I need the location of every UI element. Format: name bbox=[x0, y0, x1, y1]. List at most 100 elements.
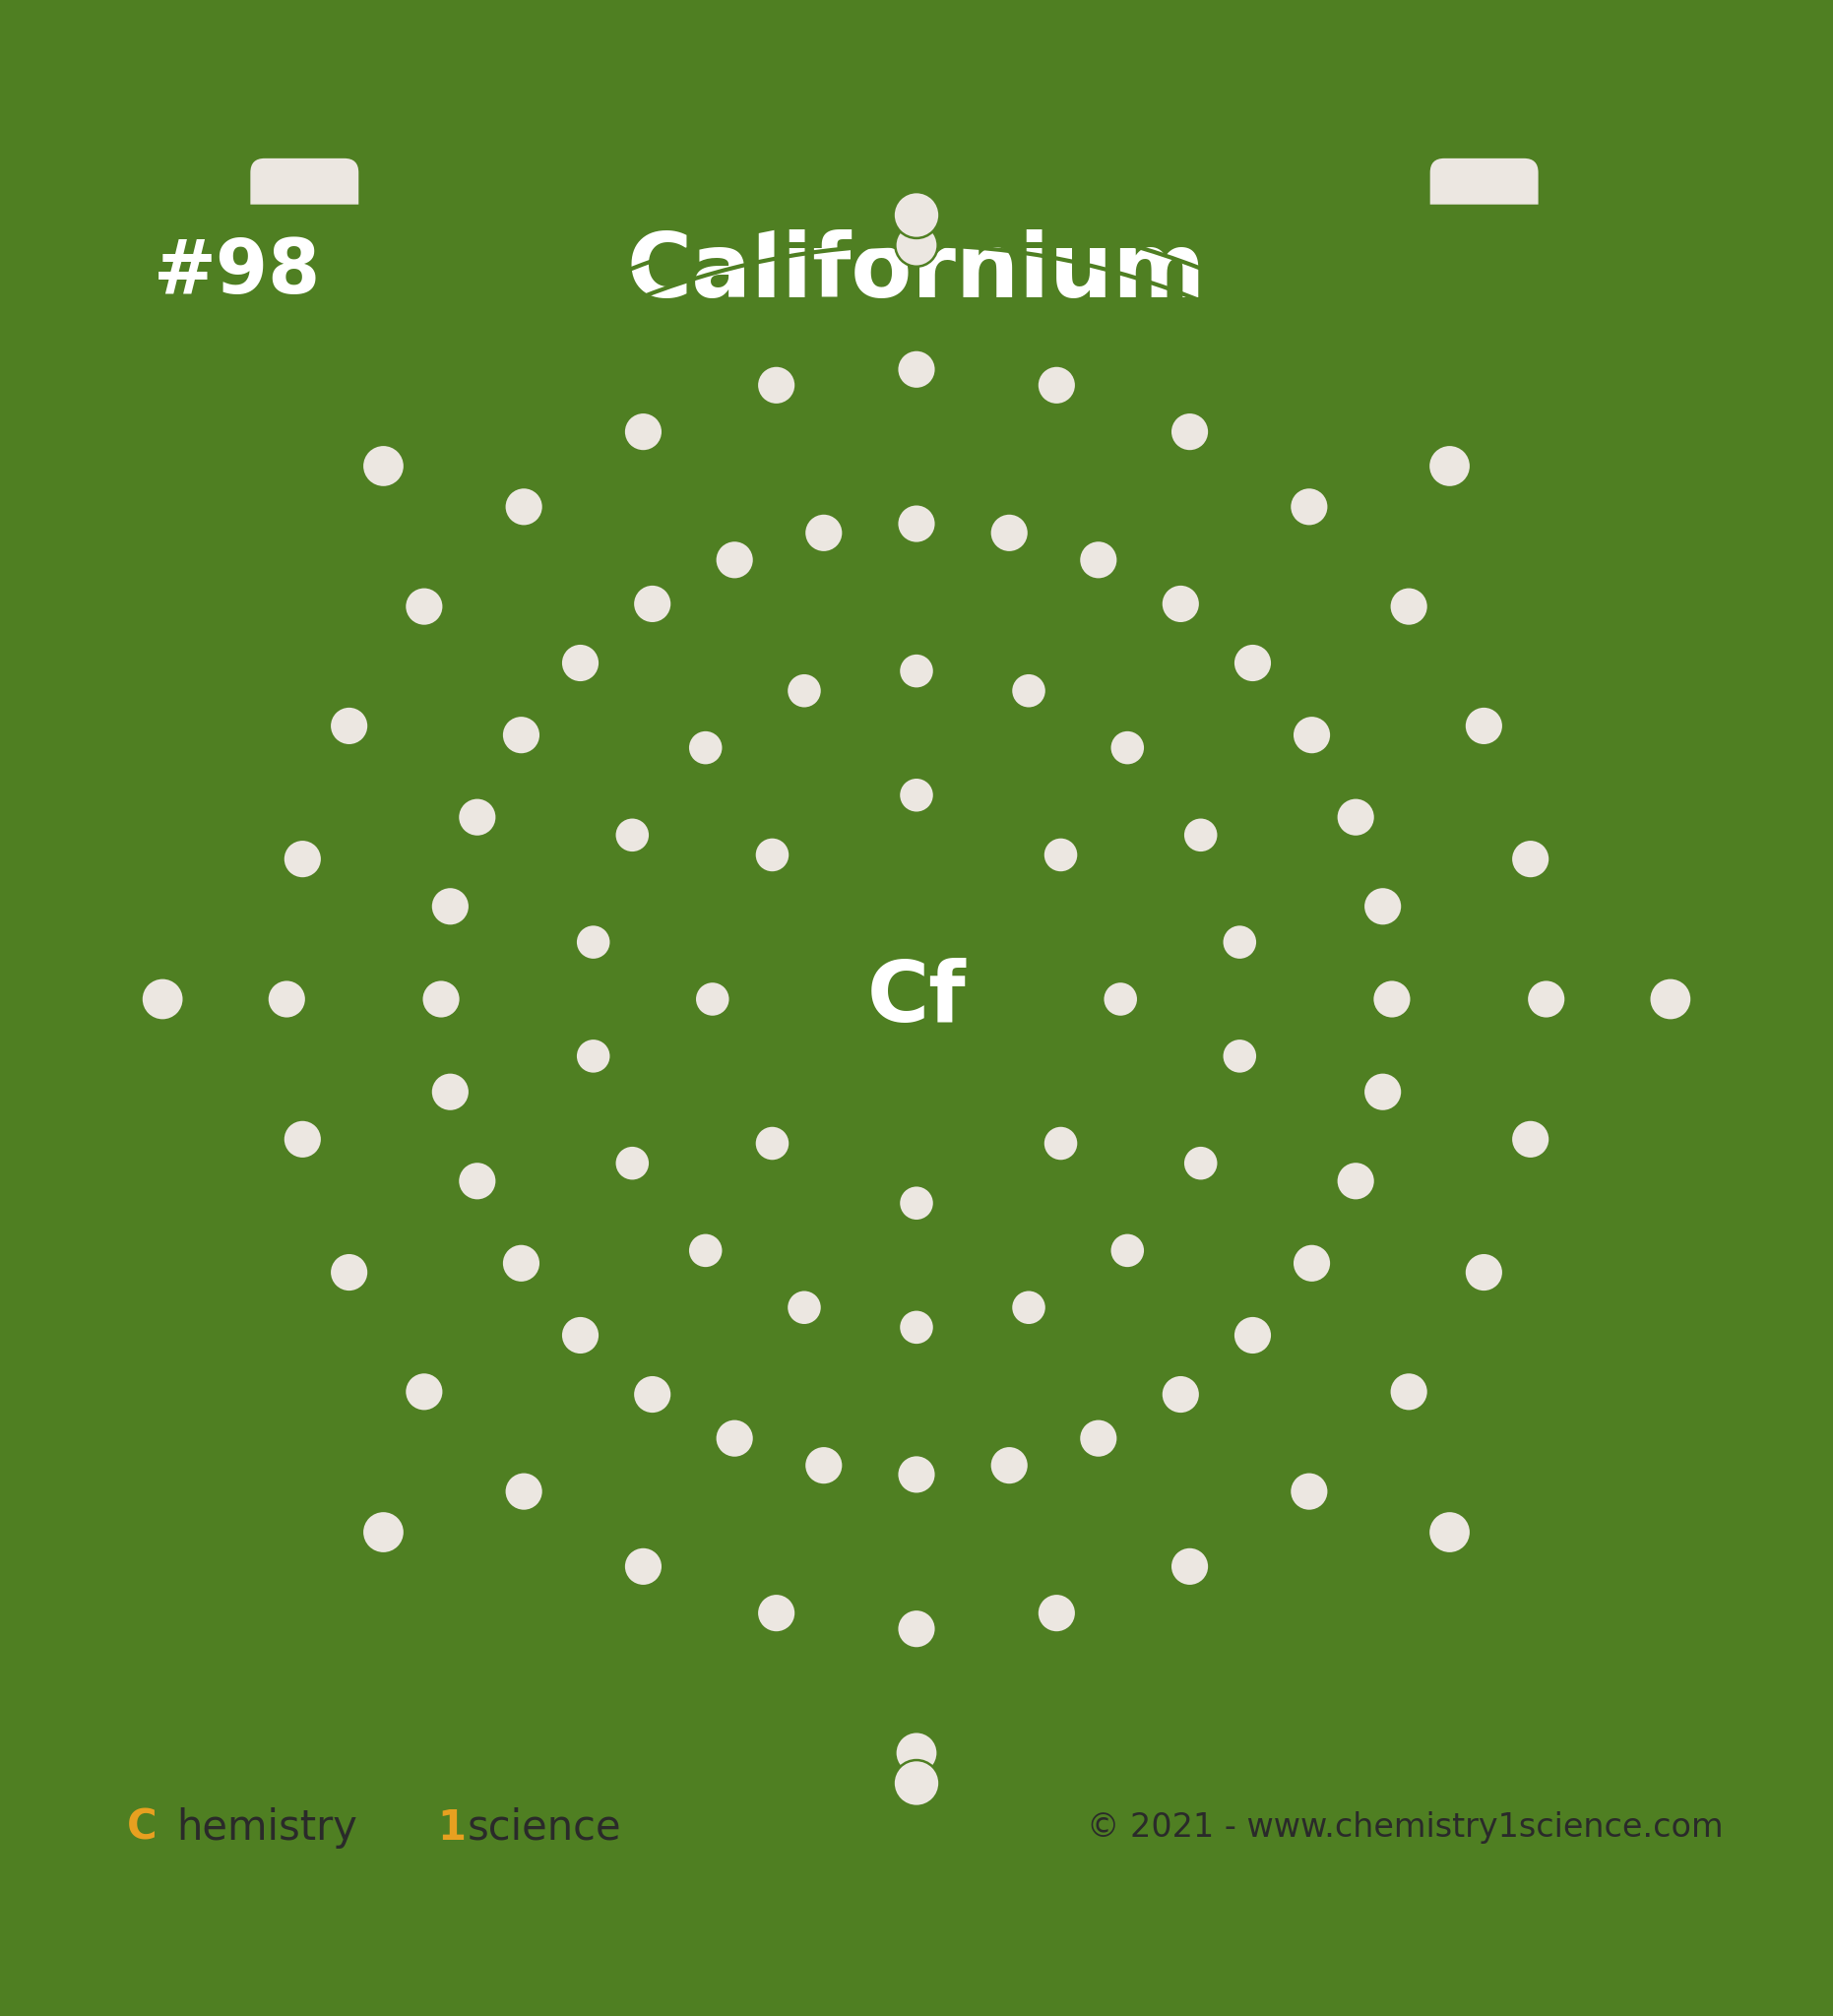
Circle shape bbox=[502, 716, 541, 754]
Circle shape bbox=[786, 1290, 821, 1325]
Circle shape bbox=[687, 1232, 724, 1268]
Circle shape bbox=[898, 1185, 935, 1222]
Circle shape bbox=[687, 730, 724, 766]
Circle shape bbox=[458, 798, 497, 837]
Circle shape bbox=[1290, 488, 1329, 526]
Circle shape bbox=[282, 839, 323, 879]
Circle shape bbox=[1182, 1145, 1219, 1181]
Circle shape bbox=[405, 1373, 444, 1411]
Circle shape bbox=[1364, 1073, 1402, 1111]
Circle shape bbox=[1510, 1119, 1551, 1159]
Circle shape bbox=[990, 514, 1028, 552]
Circle shape bbox=[715, 1419, 753, 1458]
Circle shape bbox=[1223, 925, 1257, 960]
Circle shape bbox=[1373, 980, 1411, 1018]
Circle shape bbox=[504, 1472, 543, 1510]
Circle shape bbox=[1080, 540, 1118, 579]
Text: #98: #98 bbox=[154, 236, 321, 308]
Circle shape bbox=[1527, 980, 1565, 1018]
Circle shape bbox=[282, 1119, 323, 1159]
Circle shape bbox=[363, 1510, 405, 1554]
Circle shape bbox=[1043, 1125, 1078, 1161]
Circle shape bbox=[1292, 716, 1331, 754]
Text: 10: 10 bbox=[460, 1641, 517, 1681]
Circle shape bbox=[1234, 1316, 1272, 1355]
Circle shape bbox=[614, 1145, 651, 1181]
Circle shape bbox=[757, 1593, 796, 1633]
Text: 1: 1 bbox=[438, 1806, 466, 1849]
FancyBboxPatch shape bbox=[251, 159, 359, 218]
Circle shape bbox=[1650, 978, 1692, 1020]
Circle shape bbox=[1223, 1038, 1257, 1075]
Circle shape bbox=[805, 1445, 843, 1486]
Circle shape bbox=[1336, 1161, 1375, 1202]
Circle shape bbox=[1169, 1546, 1210, 1587]
Circle shape bbox=[1160, 1375, 1201, 1413]
Circle shape bbox=[896, 504, 937, 542]
Circle shape bbox=[898, 883, 935, 919]
Text: Cf: Cf bbox=[867, 958, 966, 1040]
Circle shape bbox=[895, 1732, 938, 1774]
Circle shape bbox=[805, 514, 843, 552]
Text: © 2021 - www.chemistry1science.com: © 2021 - www.chemistry1science.com bbox=[1087, 1810, 1723, 1845]
Circle shape bbox=[1428, 1510, 1470, 1554]
Text: [Rn]5f: [Rn]5f bbox=[115, 1677, 337, 1740]
Circle shape bbox=[1109, 730, 1146, 766]
Circle shape bbox=[898, 1310, 935, 1345]
Circle shape bbox=[1234, 643, 1272, 683]
Circle shape bbox=[422, 980, 460, 1018]
Text: C: C bbox=[126, 1806, 158, 1849]
Circle shape bbox=[576, 925, 610, 960]
Circle shape bbox=[458, 1161, 497, 1202]
Circle shape bbox=[898, 653, 935, 689]
Circle shape bbox=[330, 1252, 368, 1292]
Circle shape bbox=[1465, 706, 1503, 746]
Circle shape bbox=[1080, 1419, 1118, 1458]
Circle shape bbox=[1389, 1373, 1428, 1411]
Circle shape bbox=[1160, 585, 1201, 623]
Circle shape bbox=[561, 643, 599, 683]
Text: 2: 2 bbox=[656, 1641, 684, 1681]
Text: hemistry: hemistry bbox=[176, 1806, 357, 1849]
Circle shape bbox=[893, 1760, 940, 1806]
Circle shape bbox=[893, 192, 940, 238]
Circle shape bbox=[1182, 816, 1219, 853]
Circle shape bbox=[896, 351, 937, 389]
Circle shape bbox=[504, 488, 543, 526]
Circle shape bbox=[1292, 1244, 1331, 1282]
Circle shape bbox=[1012, 673, 1047, 708]
Circle shape bbox=[757, 365, 796, 405]
Circle shape bbox=[614, 816, 651, 853]
Circle shape bbox=[632, 1375, 673, 1413]
Text: 7s: 7s bbox=[541, 1677, 621, 1740]
Circle shape bbox=[1037, 365, 1076, 405]
Circle shape bbox=[695, 982, 730, 1016]
Circle shape bbox=[431, 1073, 469, 1111]
Circle shape bbox=[632, 585, 673, 623]
Circle shape bbox=[755, 837, 790, 873]
Circle shape bbox=[268, 980, 306, 1018]
Circle shape bbox=[576, 1038, 610, 1075]
Circle shape bbox=[502, 1244, 541, 1282]
Circle shape bbox=[755, 1125, 790, 1161]
Circle shape bbox=[623, 411, 664, 452]
Text: Californium: Californium bbox=[627, 230, 1206, 317]
Circle shape bbox=[1336, 798, 1375, 837]
Circle shape bbox=[405, 587, 444, 627]
Circle shape bbox=[363, 446, 405, 488]
Circle shape bbox=[788, 871, 1045, 1127]
Circle shape bbox=[896, 1456, 937, 1494]
Circle shape bbox=[1103, 982, 1138, 1016]
Circle shape bbox=[1169, 411, 1210, 452]
Circle shape bbox=[1510, 839, 1551, 879]
FancyBboxPatch shape bbox=[64, 204, 1769, 351]
Circle shape bbox=[141, 978, 183, 1020]
Text: science: science bbox=[467, 1806, 621, 1849]
Circle shape bbox=[898, 778, 935, 812]
Circle shape bbox=[1364, 887, 1402, 925]
Circle shape bbox=[990, 1445, 1028, 1486]
Circle shape bbox=[896, 1609, 937, 1649]
Circle shape bbox=[1465, 1252, 1503, 1292]
Circle shape bbox=[1389, 587, 1428, 627]
Circle shape bbox=[1109, 1232, 1146, 1268]
